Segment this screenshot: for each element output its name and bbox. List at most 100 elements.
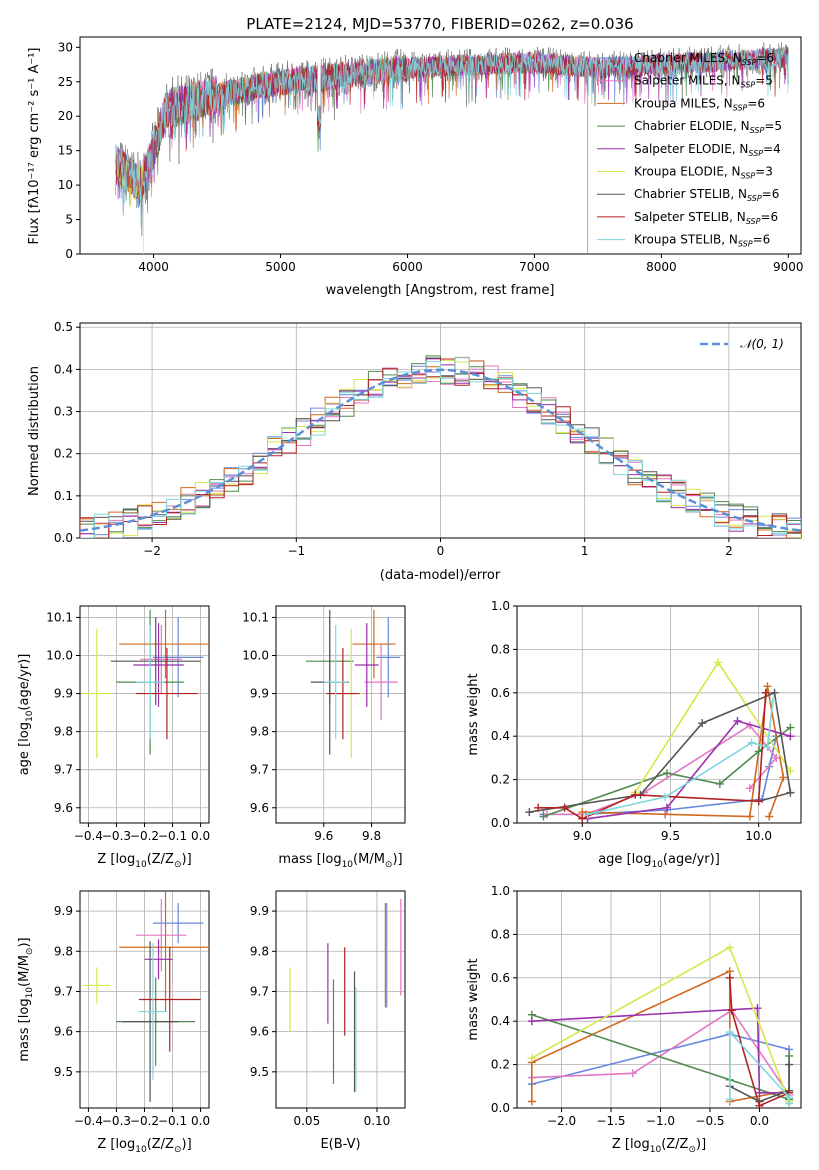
- weight-vs-age-lines: [525, 658, 795, 823]
- weight-vs-age-xtick-label: 9.5: [661, 829, 680, 843]
- weight-vs-z-series-line: [729, 977, 790, 1107]
- histogram-normal-curve: [80, 368, 801, 532]
- weight-vs-z-series-line: [531, 1007, 790, 1094]
- weight-vs-z-ytick-label: 0.4: [491, 1014, 510, 1028]
- weight-vs-age-ytick-label: 1.0: [491, 599, 510, 613]
- weight-vs-z-marker: [753, 1004, 762, 1013]
- spectrum-xtick-label: 7000: [519, 260, 550, 274]
- weight-vs-age-marker: [525, 808, 534, 817]
- age-vs-z-xlabel-part: (Z/Z: [147, 852, 174, 867]
- age-vs-z-xlabel-part: Z [log: [97, 852, 135, 867]
- mass-vs-z-xlabel-part: (Z/Z: [147, 1137, 174, 1152]
- weight-vs-z-xtick-label: 0.0: [750, 1114, 769, 1128]
- mass-vs-z-ytick-label: 9.6: [54, 1025, 73, 1039]
- histogram-ylabel: Normed distribution: [27, 366, 42, 496]
- legend-text: Chabrier ELODIE, N: [634, 119, 750, 133]
- weight-vs-age-axes: 9.0 9.5 10.0 0.0 0.2 0.4 0.6 0.8 1.0: [491, 599, 802, 843]
- histogram-steps: [80, 355, 801, 538]
- legend-subscript: SSP: [747, 194, 762, 203]
- weight-vs-z-ylabel: mass weight: [466, 958, 481, 1040]
- weight-vs-z-axes: −2.0 −1.5 −1.0 −0.5 0.0 0.0 0.2 0.4 0.6 0.8 1.0: [491, 884, 802, 1128]
- mass-vs-ebv-ytick-label: 9.5: [250, 1065, 269, 1079]
- mass-vs-ebv-points: [289, 899, 402, 1092]
- legend-text: =6: [747, 96, 765, 110]
- mass-vs-z-xlabel-part: Z [log: [97, 1137, 135, 1152]
- legend-text: =4: [763, 142, 781, 156]
- weight-vs-age-marker: [786, 788, 795, 797]
- mass-vs-z-xtick-label: 0.0: [191, 1114, 210, 1128]
- histogram-xtick-label: −1: [287, 544, 305, 558]
- weight-vs-z-marker: [527, 1017, 536, 1026]
- weight-vs-age-ytick-label: 0.6: [491, 686, 510, 700]
- spectrum-legend-label: Salpeter STELIB, NSSP=6: [634, 210, 778, 226]
- weight-vs-z-marker: [725, 943, 734, 952]
- weight-vs-age-marker: [714, 658, 723, 667]
- spectrum-legend-label: Kroupa MILES, NSSP=6: [634, 96, 765, 112]
- weight-vs-age-marker: [763, 682, 772, 691]
- weight-vs-z-marker: [527, 1054, 536, 1063]
- age-vs-mass-frame: [275, 605, 406, 824]
- mass-vs-z-xlabel-part: 10: [135, 1145, 147, 1155]
- mass-vs-z-xlabel-part: )]: [182, 1137, 192, 1152]
- spectrum-series-line: [115, 48, 789, 226]
- spectrum-legend-label: Kroupa ELODIE, NSSP=3: [634, 165, 773, 181]
- age-vs-z-ylabel-part: 10: [25, 710, 35, 722]
- mass-vs-z-ylabel-part: mass [log: [17, 998, 32, 1061]
- weight-vs-age-marker: [786, 723, 795, 732]
- weight-vs-z-xtick-label: −1.5: [596, 1114, 625, 1128]
- weight-vs-z-marker: [785, 1099, 794, 1108]
- mass-vs-z-ytick-label: 9.9: [54, 904, 73, 918]
- weight-vs-z-xlabel-part: 10: [650, 1145, 662, 1155]
- age-vs-mass-xlabel-part: ⊙: [385, 860, 393, 870]
- spectrum-legend-label: Chabrier MILES, NSSP=6: [634, 51, 774, 67]
- spectrum-legend-label: Chabrier ELODIE, NSSP=5: [634, 119, 782, 135]
- age-vs-mass-xtick-label: 9.8: [362, 829, 381, 843]
- weight-vs-z-xlabel-part: Z [log: [612, 1137, 650, 1152]
- legend-text: =5: [764, 119, 782, 133]
- age-vs-mass-ytick-label: 9.8: [250, 725, 269, 739]
- histogram-ytick-label: 0.1: [54, 489, 73, 503]
- histogram-xtick-label: 2: [725, 544, 733, 558]
- legend-subscript: SSP: [733, 103, 748, 112]
- weight-vs-age-marker: [768, 697, 777, 706]
- age-vs-mass-xtick-label: 9.6: [314, 829, 333, 843]
- histogram-legend-label: 𝒩(0, 1): [740, 337, 784, 351]
- weight-vs-z-xtick-label: −0.5: [695, 1114, 724, 1128]
- histogram-xlabel: (data-model)/error: [380, 568, 501, 583]
- mass-vs-ebv-ytick-label: 9.6: [250, 1025, 269, 1039]
- mass-vs-ebv-xtick-label: 0.05: [293, 1114, 320, 1128]
- age-vs-mass-ytick-label: 10.0: [242, 648, 269, 662]
- spectrum-xtick-label: 8000: [646, 260, 677, 274]
- weight-vs-z-ytick-label: 0.8: [491, 927, 510, 941]
- mass-vs-ebv-xtick-label: 0.10: [364, 1114, 391, 1128]
- weight-vs-age-marker: [786, 732, 795, 741]
- legend-subscript: SSP: [741, 81, 756, 90]
- weight-vs-z-marker: [628, 1069, 637, 1078]
- weight-vs-z-marker: [785, 1060, 794, 1069]
- legend-text: =6: [760, 210, 778, 224]
- spectrum-xtick-label: 4000: [138, 260, 169, 274]
- mass-vs-ebv-xlabel: E(B-V): [320, 1137, 360, 1152]
- mass-vs-ebv-xlabel-part: E(B-V): [320, 1137, 360, 1152]
- weight-vs-z-marker: [755, 1101, 764, 1108]
- spectrum-axes: 4000 5000 6000 7000 8000 9000 0 5 10 15 20 25 30: [58, 36, 804, 274]
- weight-vs-age-marker: [779, 773, 788, 782]
- age-vs-z-xlabel: Z [log10(Z/Z⊙)]: [97, 852, 191, 870]
- mass-vs-z-ylabel-part: (M/M: [17, 955, 32, 987]
- weight-vs-age-ylabel-part: mass weight: [466, 673, 481, 755]
- weight-vs-age-marker: [539, 812, 548, 821]
- histogram-frame: [79, 322, 802, 539]
- spectrum-ytick-label: 20: [58, 109, 73, 123]
- legend-text: =6: [753, 233, 771, 247]
- weight-vs-z-xlabel-part: (Z/Z: [661, 1137, 688, 1152]
- age-vs-z-points: [82, 609, 209, 759]
- age-vs-z-xlabel-part: )]: [182, 852, 192, 867]
- legend-text: Kroupa STELIB, N: [634, 233, 738, 247]
- age-vs-mass-axes: 9.6 9.8 9.6 9.7 9.8 9.9 10.0 10.1: [242, 605, 406, 843]
- histogram-ytick-label: 0.4: [54, 362, 73, 376]
- spectrum-lines: [115, 42, 789, 254]
- weight-vs-z-frame: [516, 890, 802, 1109]
- weight-vs-z-ytick-label: 1.0: [491, 884, 510, 898]
- spectrum-ylabel: Flux [fλ10⁻¹⁷ erg cm⁻² s⁻¹ A⁻¹]: [27, 48, 42, 245]
- histogram-ytick-label: 0.2: [54, 447, 73, 461]
